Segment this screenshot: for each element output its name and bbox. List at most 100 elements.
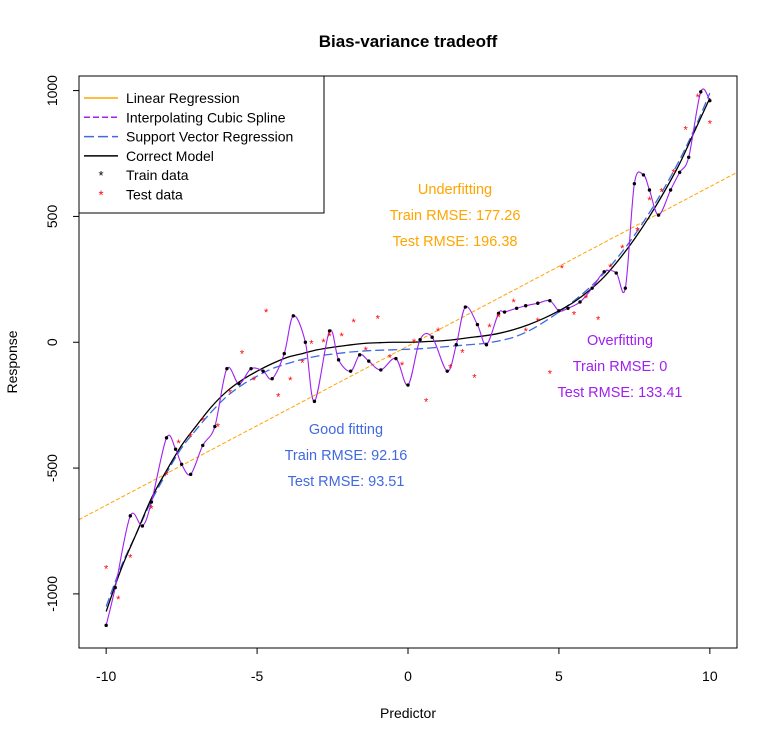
train-data-point: [327, 329, 332, 333]
test-data-point: *: [608, 262, 613, 274]
x-axis-label: Predictor: [380, 705, 436, 721]
test-data-point: *: [412, 337, 417, 349]
train-data-point: [249, 366, 253, 371]
train-data-point: [225, 366, 229, 371]
train-data-point: [641, 173, 646, 177]
test-data-point: *: [352, 317, 357, 329]
train-data-point: [445, 369, 449, 373]
train-data-point: [578, 300, 582, 304]
train-data-point: [261, 369, 265, 373]
y-tick-label: -500: [44, 454, 60, 482]
test-data-point: *: [596, 315, 601, 327]
train-data-point: [237, 382, 241, 386]
legend-label: Linear Regression: [126, 90, 240, 106]
train-data-point: [394, 356, 398, 361]
y-tick-label: 1000: [44, 75, 60, 106]
train-data-point: [536, 301, 540, 305]
test-data-point: *: [684, 125, 689, 137]
legend-box: [78, 75, 325, 214]
train-data-point: [213, 424, 217, 429]
test-data-point: *: [659, 186, 664, 198]
chart-title: Bias-variance tradeoff: [319, 32, 498, 51]
test-data-point: *: [288, 375, 293, 387]
train-data-point: [379, 368, 383, 372]
test-data-point: *: [671, 167, 676, 179]
train-data-point: [430, 335, 434, 339]
test-data-point: *: [496, 312, 501, 324]
train-data-point: [282, 351, 286, 356]
x-tick-label: -10: [96, 668, 116, 684]
test-data-point: *: [164, 469, 169, 481]
train-data-point: [475, 322, 480, 327]
test-data-point: *: [512, 297, 517, 309]
train-data-point: [590, 286, 594, 290]
x-tick-label: -5: [251, 668, 264, 684]
linear-regression-line: [79, 171, 737, 521]
test-data-point: *: [228, 388, 233, 400]
test-data-point: *: [309, 339, 314, 351]
annotation-text: Underfitting: [418, 182, 492, 198]
annotation-text: Test RMSE: 133.41: [558, 385, 683, 401]
test-data-point: *: [424, 396, 429, 408]
x-tick-label: 10: [702, 668, 718, 684]
train-data-point: [312, 399, 317, 404]
y-axis: -1000 -500 0 500 1000: [44, 75, 80, 612]
test-data-point: *: [216, 422, 221, 434]
train-data-point: [303, 340, 308, 344]
train-data-point: [367, 359, 371, 363]
test-data-point: *: [252, 375, 257, 387]
test-data-point: *: [536, 316, 541, 328]
test-data-point: *: [708, 118, 713, 130]
legend-point-swatch: *: [98, 168, 103, 183]
test-data-point: *: [201, 415, 206, 427]
x-tick-label: 5: [555, 668, 563, 684]
train-data-point: [128, 514, 133, 518]
x-tick-label: 0: [404, 668, 412, 684]
test-data-point: *: [400, 360, 405, 372]
train-data-point: [677, 170, 682, 175]
train-data-point: [566, 306, 570, 310]
x-axis: -10 -5 0 5 10: [96, 647, 718, 684]
train-data-point: [514, 306, 519, 310]
train-data-point: [406, 383, 410, 387]
y-axis-label: Response: [4, 330, 20, 393]
train-data-point: [348, 369, 353, 373]
annotation-text: Train RMSE: 177.26: [390, 208, 521, 224]
train-data-point: [548, 299, 552, 303]
test-data-point: *: [524, 326, 529, 338]
train-data-point: [557, 309, 561, 313]
annotation-text: Test RMSE: 93.51: [288, 474, 405, 490]
test-data-point: *: [276, 391, 281, 403]
test-data-point: *: [436, 326, 441, 338]
legend-label: Interpolating Cubic Spline: [126, 109, 286, 125]
test-data-point: *: [572, 310, 577, 322]
test-data-point: *: [460, 347, 465, 359]
test-data-point: *: [560, 263, 565, 275]
train-data-point: [140, 524, 145, 528]
train-data-point: [270, 377, 274, 381]
test-data-point: *: [696, 92, 701, 104]
test-data-point: *: [104, 564, 109, 576]
test-data-point: *: [339, 331, 344, 343]
test-data-point: *: [128, 552, 133, 564]
test-data-point: *: [472, 372, 477, 384]
legend-label: Support Vector Regression: [126, 129, 293, 145]
y-tick-label: -1000: [44, 576, 60, 612]
train-data-point: [149, 500, 154, 504]
train-data-point: [687, 155, 691, 159]
legend: Linear Regression Interpolating Cubic Spl…: [78, 75, 325, 214]
train-data-point: [656, 213, 661, 217]
train-data-point: [454, 343, 458, 347]
y-tick-label: 0: [44, 338, 60, 346]
train-data-point: [336, 358, 341, 362]
test-data-point: *: [487, 322, 492, 334]
test-data-point: *: [388, 352, 393, 364]
test-data-point: *: [620, 243, 625, 255]
train-data-point: [708, 98, 712, 103]
points-layer: * * * * * * * * * * * * * * * * * * * * * * * * * * * * * * * * * * * * * * * *…: [104, 90, 713, 628]
annotation-text: Train RMSE: 92.16: [285, 448, 408, 464]
train-data-point: [173, 447, 178, 451]
train-data-point: [463, 305, 468, 309]
test-data-point: *: [647, 195, 652, 207]
